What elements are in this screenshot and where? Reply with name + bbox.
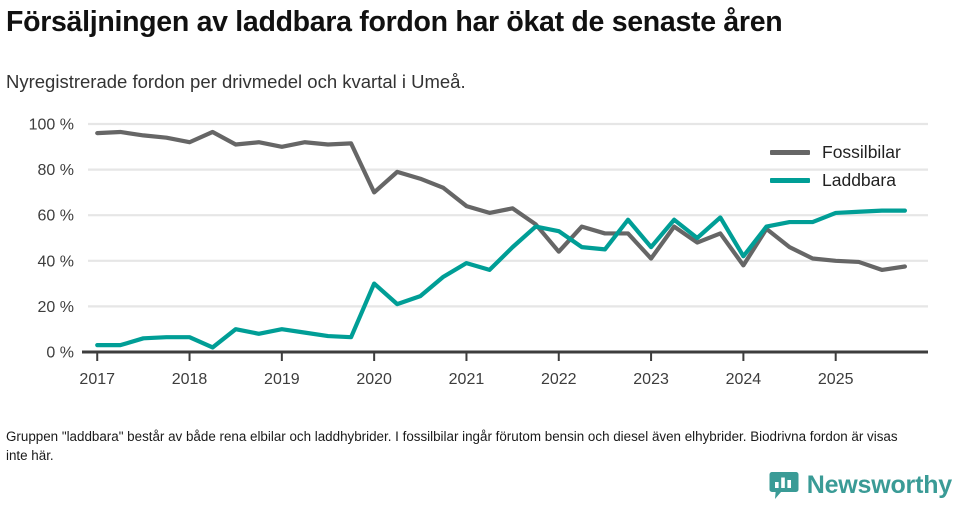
x-tick-label: 2018 [172,371,208,388]
chart-legend: Fossilbilar Laddbara [770,138,950,194]
bar-chart-bubble-icon [769,470,799,500]
legend-swatch-fossilbilar [770,149,810,155]
x-tick-label: 2023 [633,371,669,388]
line-chart: 0 % 20 % 40 % 60 % 80 % 100 % 2017 2018 2019 202… [0,108,960,393]
x-tick-label: 2024 [726,371,762,388]
y-tick-label: 0 % [46,345,74,362]
x-tick-label: 2019 [264,371,300,388]
chart-footnote: Gruppen "laddbara" består av både rena e… [6,429,898,463]
x-tick-label: 2025 [818,371,854,388]
legend-label-fossilbilar: Fossilbilar [822,141,901,162]
chart-canvas: 0 % 20 % 40 % 60 % 80 % 100 % 2017 2018 2019 202… [29,117,928,388]
x-tick-label: 2021 [449,371,485,388]
legend-swatch-laddbara [770,177,810,183]
grid-lines [88,122,928,308]
y-tick-label: 60 % [38,208,74,225]
series-line-fossilbilar [95,129,908,273]
newsworthy-logo[interactable]: Newsworthy [769,470,952,500]
y-tick-label: 100 % [29,117,74,134]
x-tick-label: 2017 [79,371,115,388]
data-series [95,129,908,350]
x-axis-labels: 2017 2018 2019 2020 2021 2022 2023 2024 2025 [79,371,853,388]
brand-name: Newsworthy [806,471,952,499]
x-tick-label: 2022 [541,371,577,388]
page-subtitle: Nyregistrerade fordon per drivmedel och … [6,71,466,92]
page-title: Försäljningen av laddbara fordon har öka… [6,6,783,38]
legend-label-laddbara: Laddbara [822,169,896,190]
legend-item-fossilbilar[interactable]: Fossilbilar [770,138,950,166]
y-tick-label: 20 % [38,299,74,316]
series-line-laddbara [95,208,908,350]
y-tick-label: 40 % [38,253,74,270]
legend-item-laddbara[interactable]: Laddbara [770,166,950,194]
x-axis [82,350,928,361]
y-tick-label: 80 % [38,162,74,179]
x-tick-label: 2020 [356,371,392,388]
y-axis-labels: 0 % 20 % 40 % 60 % 80 % 100 % [29,117,74,362]
